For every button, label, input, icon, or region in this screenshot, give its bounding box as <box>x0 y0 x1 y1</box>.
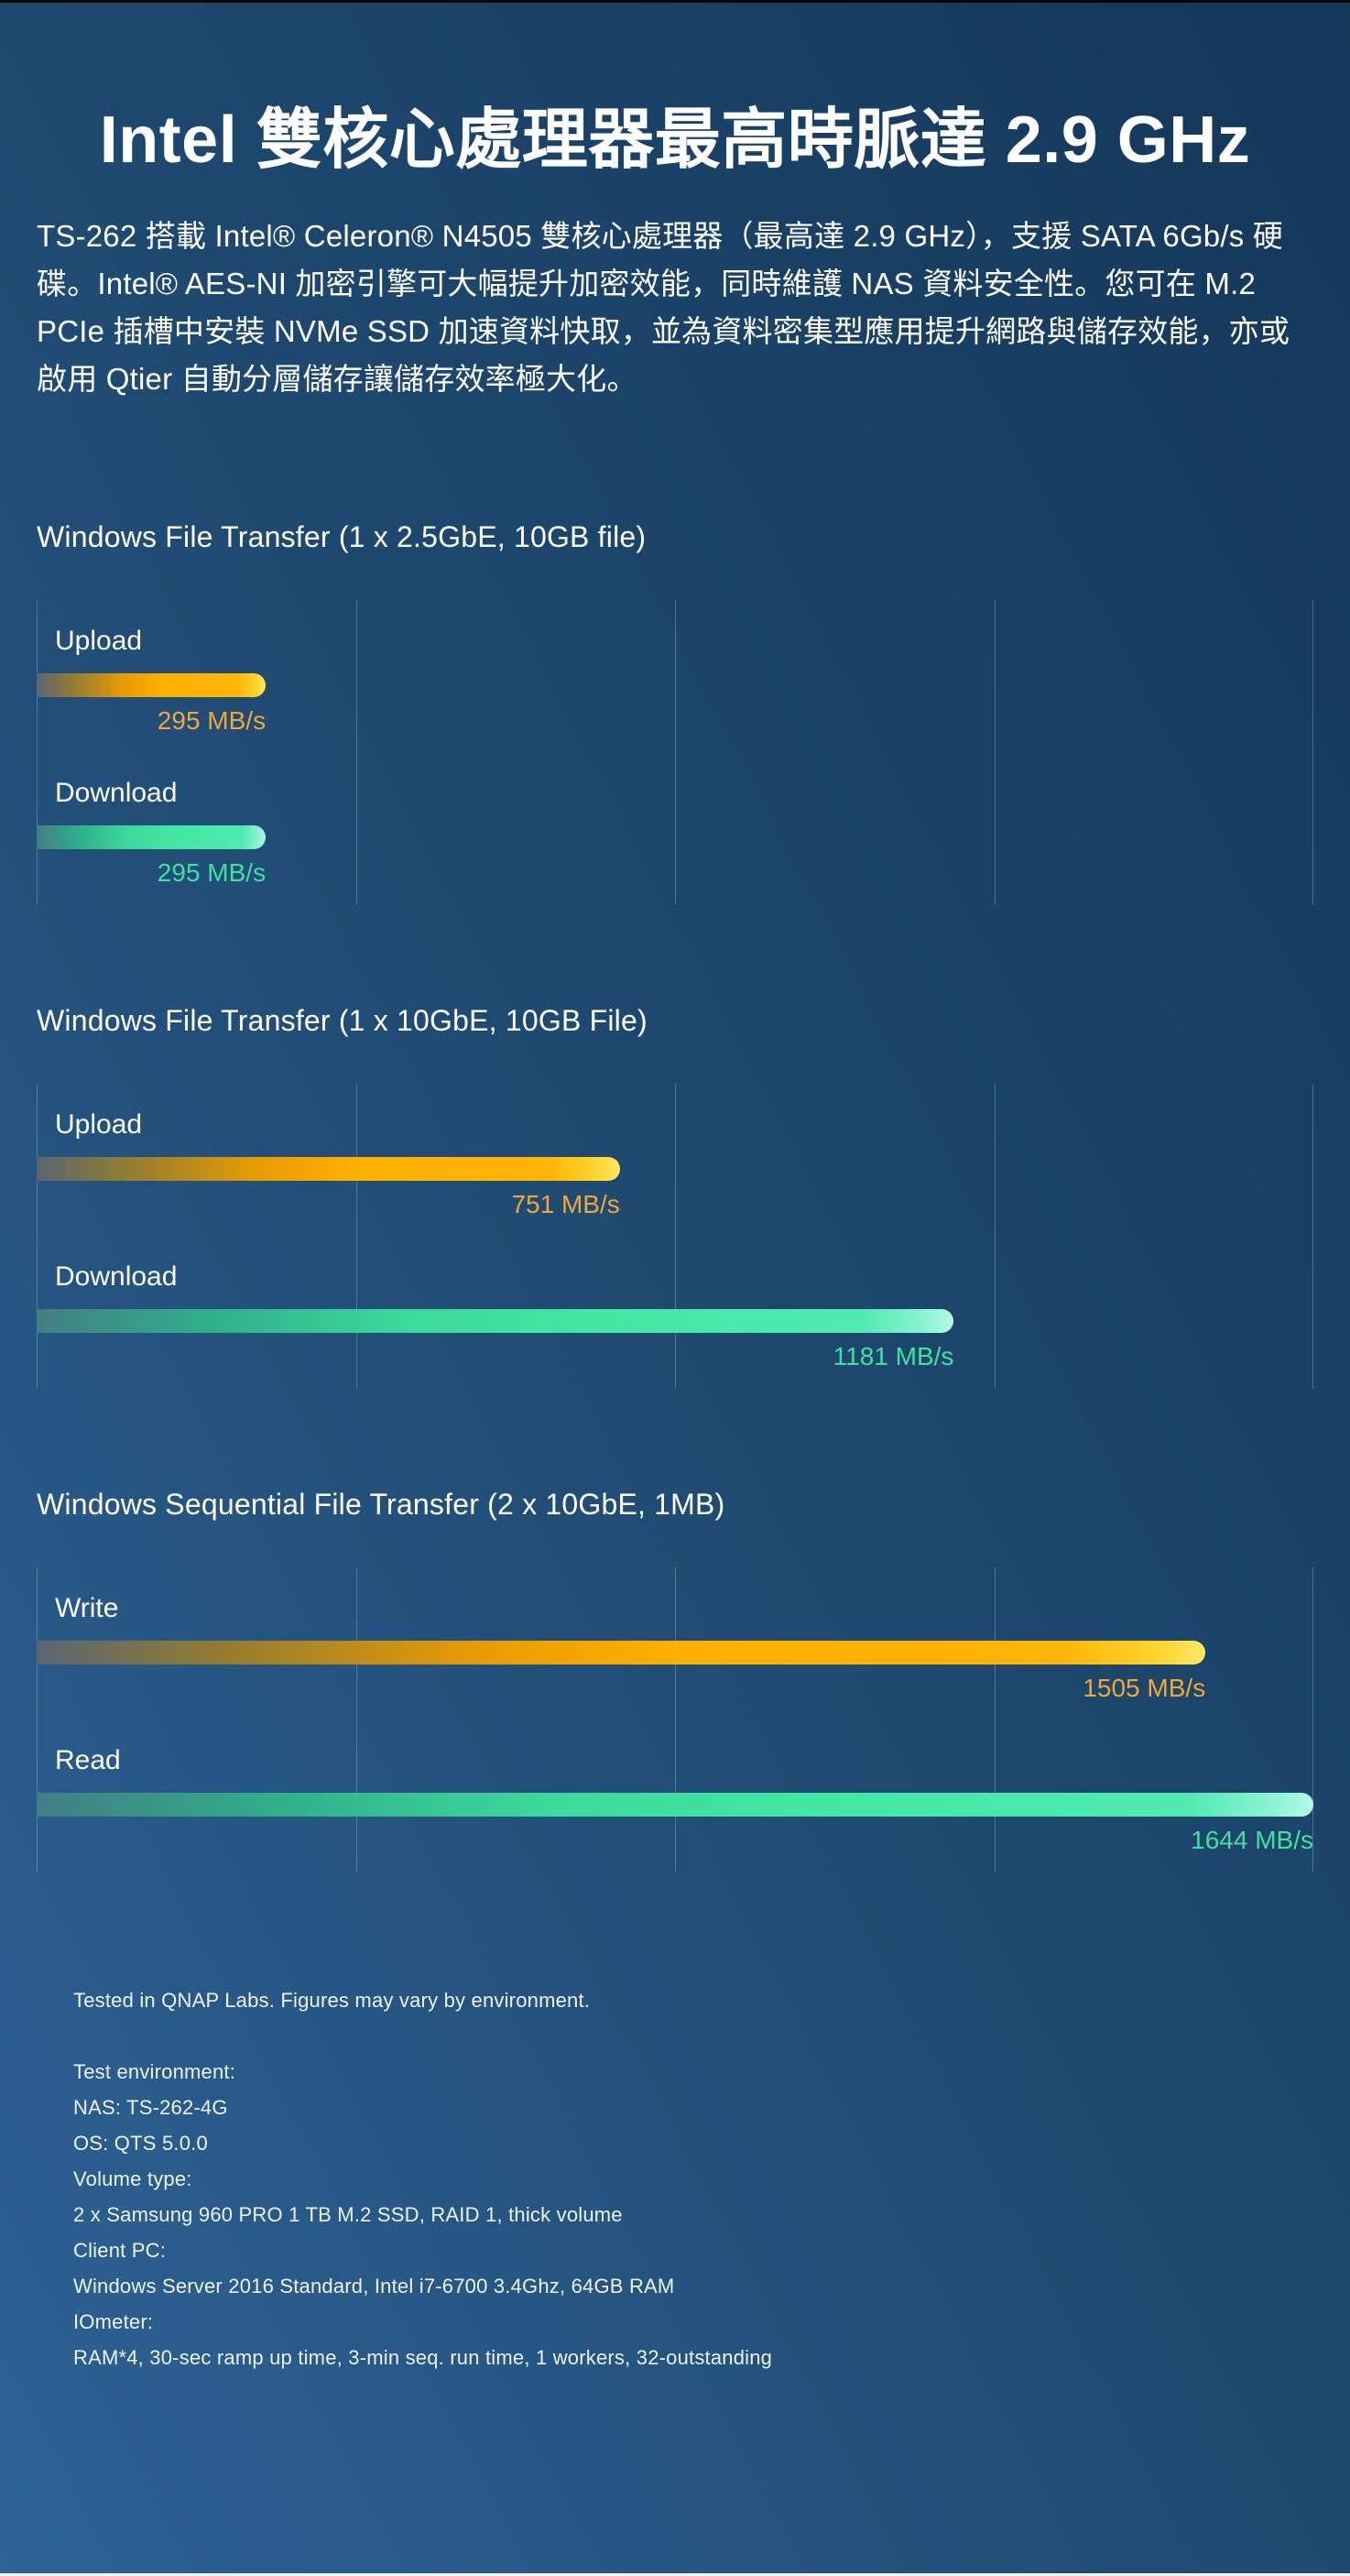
bar <box>37 1792 1313 1817</box>
bar-row: Upload 751 MB/s <box>37 1108 1313 1220</box>
top-border <box>0 0 1350 3</box>
bar-value-label: 295 MB/s <box>157 705 267 735</box>
test-environment-line: NAS: TS-262-4G <box>73 2095 228 2119</box>
page-title: Intel 雙核心處理器最高時脈達 2.9 GHz <box>99 104 1251 177</box>
test-notes: Tested in QNAP Labs. Figures may vary by… <box>73 1982 1277 2375</box>
bar <box>37 824 267 849</box>
bar-block: 295 MB/s <box>37 672 267 737</box>
bar-row: Download 295 MB/s <box>37 777 1313 889</box>
bar-row: Download 1181 MB/s <box>37 1261 1313 1372</box>
gridline <box>994 1566 996 1872</box>
chart-title: Windows Sequential File Transfer (2 x 10… <box>37 1487 725 1521</box>
test-environment-line: Volume type: <box>73 2167 192 2190</box>
test-environment-list: Test environment: NAS: TS-262-4G OS: QTS 5… <box>73 2054 1277 2375</box>
gridline <box>355 599 357 905</box>
bar <box>37 672 267 697</box>
bar-value-label: 1181 MB/s <box>833 1341 954 1370</box>
chart-rows: Write 1505 MB/s Read 1644 MB/s <box>37 1592 1313 1856</box>
bar-value-label: 1505 MB/s <box>1083 1673 1206 1702</box>
bar <box>37 1156 620 1181</box>
bar-chart: Upload 751 MB/s Download 1181 MB/s <box>37 1083 1313 1389</box>
gridline <box>994 1083 996 1389</box>
gridline <box>675 1083 676 1389</box>
chart-gridlines <box>37 599 1313 905</box>
test-environment-line: Windows Server 2016 Standard, Intel i7-6… <box>73 2274 675 2298</box>
chart-section: Windows Sequential File Transfer (2 x 10… <box>37 1488 1313 1872</box>
test-environment-line: Test environment: <box>73 2059 236 2083</box>
chart-title: Windows File Transfer (1 x 2.5GbE, 10GB … <box>37 519 647 553</box>
bar-row: Read 1644 MB/s <box>37 1744 1313 1856</box>
bar-category-label: Upload <box>55 1108 143 1140</box>
bar-category-label: Read <box>55 1744 121 1775</box>
intro-paragraph: TS-262 搭載 Intel® Celeron® N4505 雙核心處理器（最… <box>37 218 1290 396</box>
chart-gridlines <box>37 1566 1313 1872</box>
chart-section: Windows File Transfer (1 x 2.5GbE, 10GB … <box>37 520 1313 905</box>
bar <box>37 1640 1206 1665</box>
benchmark-charts: Windows File Transfer (1 x 2.5GbE, 10GB … <box>37 520 1313 1872</box>
gridline <box>675 1566 676 1872</box>
gridline <box>1312 1566 1313 1872</box>
bar-chart: Upload 295 MB/s Download 295 MB/s <box>37 599 1313 905</box>
bar-block: 1505 MB/s <box>37 1640 1206 1704</box>
bottom-border <box>0 2573 1350 2576</box>
chart-gridlines <box>37 1083 1313 1389</box>
test-environment-line: 2 x Samsung 960 PRO 1 TB M.2 SSD, RAID 1… <box>73 2202 623 2226</box>
bar-row: Upload 295 MB/s <box>37 625 1313 737</box>
bar-block: 1644 MB/s <box>37 1792 1313 1856</box>
chart-title: Windows File Transfer (1 x 10GbE, 10GB F… <box>37 1003 648 1037</box>
gridline <box>37 1566 38 1872</box>
bar-block: 751 MB/s <box>37 1156 620 1220</box>
bar-category-label: Download <box>55 1261 178 1292</box>
bar-row: Write 1505 MB/s <box>37 1592 1313 1704</box>
gridline <box>1312 1083 1313 1389</box>
test-environment-line: OS: QTS 5.0.0 <box>73 2131 208 2155</box>
main-content: Intel 雙核心處理器最高時脈達 2.9 GHz TS-262 搭載 Inte… <box>37 104 1313 2375</box>
chart-rows: Upload 751 MB/s Download 1181 MB/s <box>37 1108 1313 1372</box>
gridline <box>675 599 676 905</box>
test-disclaimer: Tested in QNAP Labs. Figures may vary by… <box>73 1988 591 2012</box>
bar-block: 295 MB/s <box>37 824 267 889</box>
gridline <box>355 1083 357 1389</box>
bar-value-label: 295 MB/s <box>157 857 267 887</box>
chart-rows: Upload 295 MB/s Download 295 MB/s <box>37 625 1313 889</box>
bar-chart: Write 1505 MB/s Read 1644 MB/s <box>37 1566 1313 1872</box>
bar-block: 1181 MB/s <box>37 1308 954 1372</box>
gridline <box>37 599 38 905</box>
test-environment-line: IOmeter: <box>73 2309 154 2333</box>
chart-section: Windows File Transfer (1 x 10GbE, 10GB F… <box>37 1004 1313 1389</box>
test-environment-line: Client PC: <box>73 2238 167 2262</box>
gridline <box>994 599 996 905</box>
gridline <box>37 1083 38 1389</box>
gridline <box>1312 599 1313 905</box>
gridline <box>355 1566 357 1872</box>
bar-category-label: Write <box>55 1592 119 1623</box>
bar-category-label: Upload <box>55 625 143 656</box>
bar-value-label: 751 MB/s <box>511 1189 620 1218</box>
bar-value-label: 1644 MB/s <box>1191 1825 1313 1854</box>
bar <box>37 1308 954 1333</box>
test-environment-line: RAM*4, 30-sec ramp up time, 3-min seq. r… <box>73 2345 773 2369</box>
bar-category-label: Download <box>55 777 178 808</box>
